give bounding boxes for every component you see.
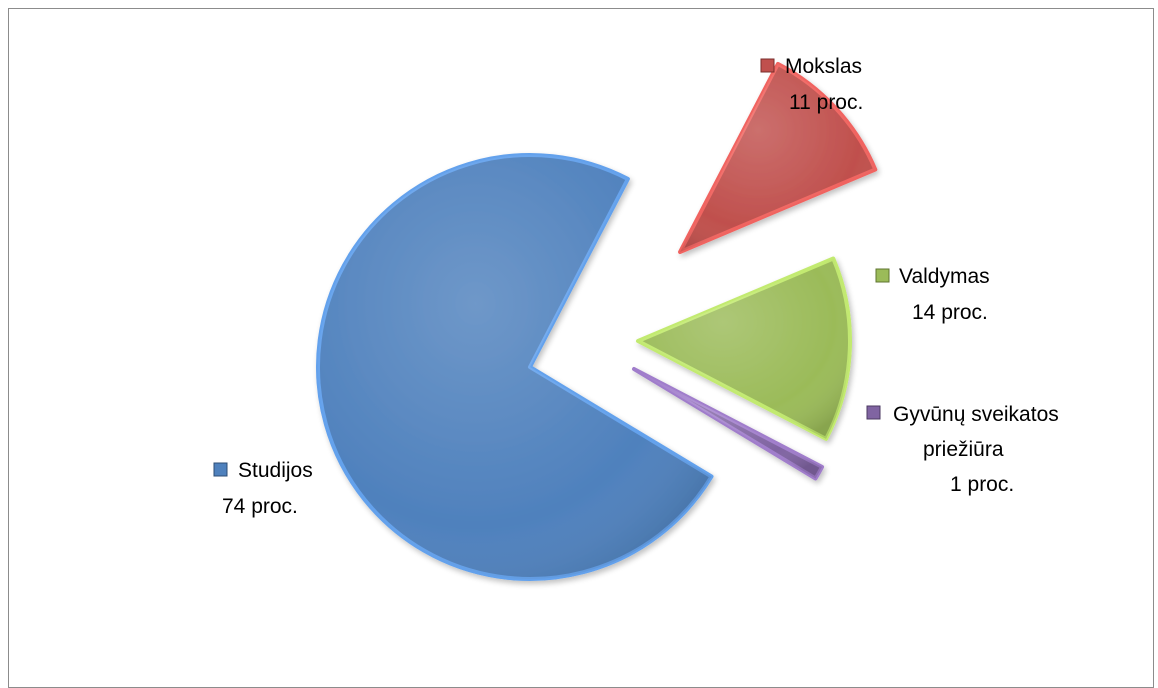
gyvunu-value-label: 1 proc.: [950, 473, 1014, 496]
gyvunu-name-line2: priežiūra: [923, 438, 1004, 461]
gyvunu-color-key: [866, 405, 881, 420]
slice-mokslas: [678, 61, 878, 254]
slice-valdymas: [636, 256, 852, 441]
legend-studijos: Studijos 74 proc.: [213, 459, 313, 518]
mokslas-color-key: [760, 58, 775, 73]
studijos-name: Studijos: [238, 459, 313, 482]
mokslas-name: Mokslas: [785, 55, 862, 78]
valdymas-value-label: 14 proc.: [912, 301, 988, 324]
valdymas-color-key: [875, 268, 890, 283]
studijos-color-key: [213, 462, 228, 477]
studijos-value-label: 74 proc.: [222, 495, 298, 518]
legend-mokslas: Mokslas 11 proc.: [760, 55, 863, 114]
mokslas-value-label: 11 proc.: [789, 91, 863, 114]
gyvunu-name-line1: Gyvūnų sveikatos: [893, 403, 1059, 426]
slice-gyvunu-sveikatos: [632, 367, 825, 481]
legend-valdymas: Valdymas 14 proc.: [875, 265, 990, 324]
legend-gyvunu: Gyvūnų sveikatos priežiūra 1 proc.: [866, 403, 1059, 496]
valdymas-name: Valdymas: [899, 265, 990, 288]
slice-studijos: [316, 153, 714, 581]
